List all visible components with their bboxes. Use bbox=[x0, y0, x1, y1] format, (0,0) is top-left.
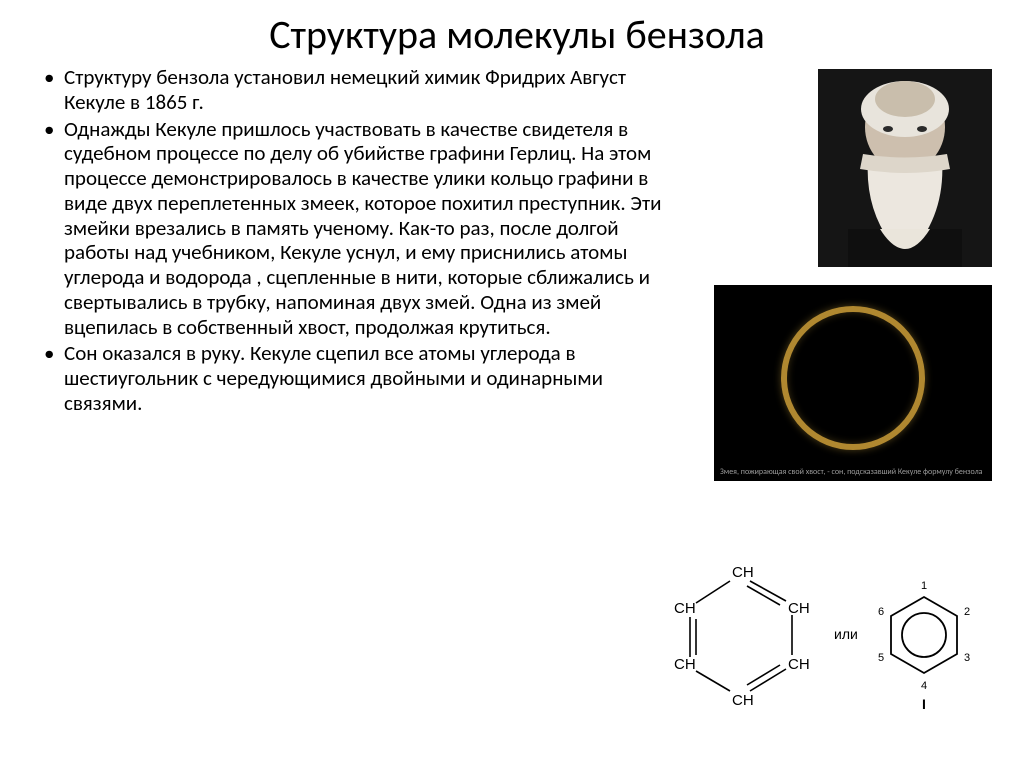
ch-label: CH bbox=[732, 692, 754, 709]
chemistry-diagram: CH CH CH CH CH CH или 1 2 3 4 5 6 I bbox=[674, 559, 994, 739]
portrait-image bbox=[818, 69, 992, 267]
pos-number: 6 bbox=[878, 606, 884, 618]
image-caption: Змея, пожирающая свой хвост, - сон, подс… bbox=[720, 468, 986, 477]
text-column: Структуру бензола установил немецкий хим… bbox=[40, 65, 680, 481]
list-item: Сон оказался в руку. Кекуле сцепил все а… bbox=[40, 341, 680, 415]
ch-label: CH bbox=[732, 564, 754, 581]
image-column: Змея, пожирающая свой хвост, - сон, подс… bbox=[692, 65, 992, 481]
ch-label: CH bbox=[674, 600, 696, 617]
pos-number: 4 bbox=[921, 680, 927, 692]
page-title: Структура молекулы бензола bbox=[40, 10, 994, 59]
ch-label: CH bbox=[788, 600, 810, 617]
or-label: или bbox=[834, 626, 858, 642]
content-row: Структуру бензола установил немецкий хим… bbox=[40, 65, 994, 481]
pos-number: 5 bbox=[878, 652, 884, 664]
ch-label: CH bbox=[788, 656, 810, 673]
pos-number: 3 bbox=[964, 652, 970, 664]
ch-label: CH bbox=[674, 656, 696, 673]
ring-icon bbox=[781, 306, 925, 450]
ouroboros-image: Змея, пожирающая свой хвост, - сон, подс… bbox=[714, 285, 992, 481]
list-item: Структуру бензола установил немецкий хим… bbox=[40, 65, 680, 115]
roman-label: I bbox=[922, 696, 926, 712]
list-item: Однажды Кекуле пришлось участвовать в ка… bbox=[40, 117, 680, 340]
pos-number: 2 bbox=[964, 606, 970, 618]
pos-number: 1 bbox=[921, 580, 927, 592]
bullet-list: Структуру бензола установил немецкий хим… bbox=[40, 65, 680, 416]
